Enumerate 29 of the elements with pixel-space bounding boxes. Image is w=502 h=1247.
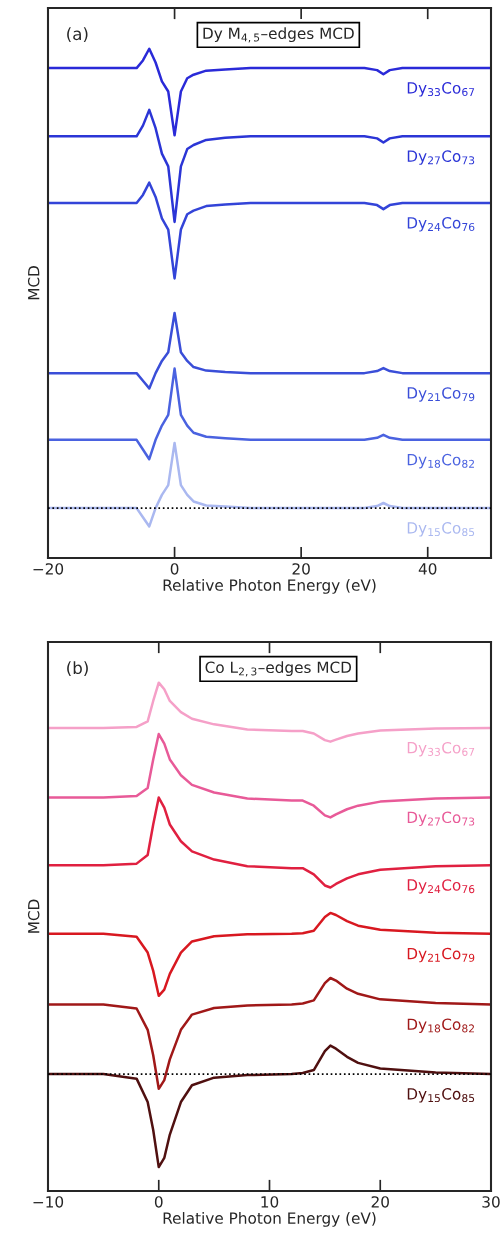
x-tick-label: 30 xyxy=(482,1196,500,1208)
text: (b) xyxy=(67,661,88,677)
series-label: Dy$_{27}$Co$_{73}$ xyxy=(407,811,475,827)
series-label: Dy$_{33}$Co$_{67}$ xyxy=(407,82,475,97)
x-axis-title: Relative Photon Energy (eV) xyxy=(163,1212,376,1227)
series-label: Dy$_{18}$Co$_{82}$ xyxy=(407,1018,474,1033)
y-axis-title: MCD xyxy=(27,899,40,933)
x-tick-label: 10 xyxy=(261,1196,279,1208)
series-label: Dy$_{27}$Co$_{73}$ xyxy=(407,150,475,165)
series-label: Dy$_{15}$Co$_{85}$ xyxy=(407,1088,475,1103)
x-tick-label: 40 xyxy=(418,563,437,575)
chart-title: Co L$_{2,3}$–edges MCD xyxy=(205,661,352,677)
series-label: Dy$_{24}$Co$_{76}$ xyxy=(407,217,475,232)
x-tick-label: 20 xyxy=(292,563,310,575)
x-tick-label: 20 xyxy=(371,1196,389,1208)
series-label: Dy$_{33}$Co$_{67}$ xyxy=(407,741,475,757)
series-label: Dy$_{21}$Co$_{79}$ xyxy=(407,947,475,963)
x-tick-label: −20 xyxy=(33,563,64,575)
chart-title: Dy M$_{4,5}$–edges MCD xyxy=(203,27,354,43)
series-label: Dy$_{21}$Co$_{79}$ xyxy=(407,387,475,402)
y-axis-title: MCD xyxy=(27,266,40,300)
x-tick-label: 0 xyxy=(154,1196,163,1208)
series-label: Dy$_{15}$Co$_{85}$ xyxy=(407,522,475,537)
text: (a) xyxy=(67,27,88,43)
x-axis-title: Relative Photon Energy (eV) xyxy=(163,579,376,594)
x-tick-label: −10 xyxy=(33,1196,64,1208)
series-label: Dy$_{24}$Co$_{76}$ xyxy=(407,879,475,894)
series-label: Dy$_{18}$Co$_{82}$ xyxy=(407,453,474,469)
x-tick-label: 0 xyxy=(170,563,179,575)
